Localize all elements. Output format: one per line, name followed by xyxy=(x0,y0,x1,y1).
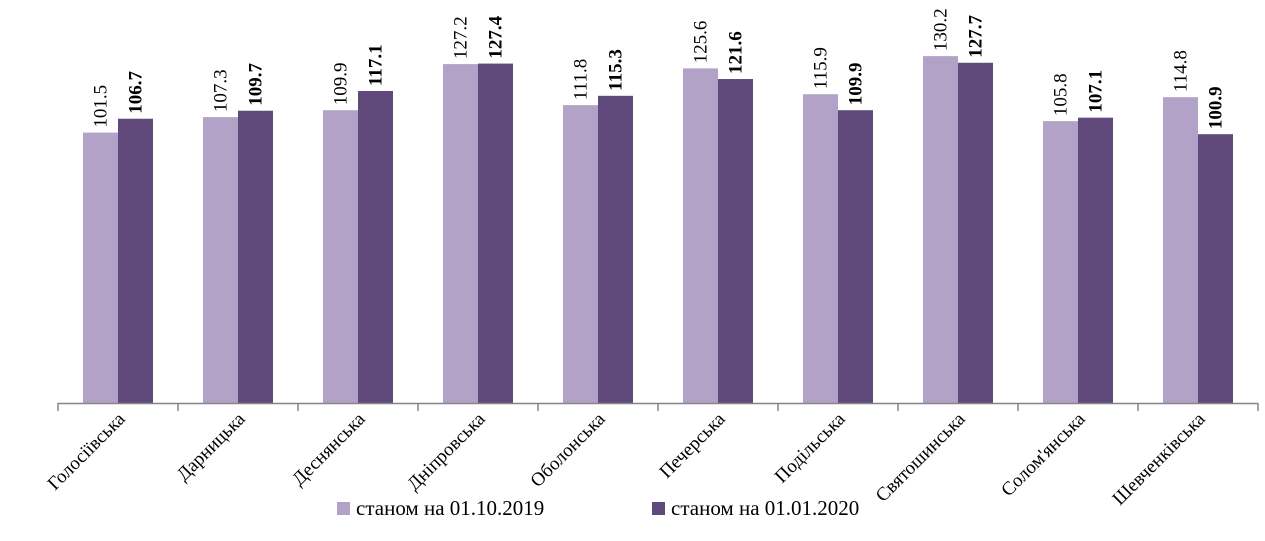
legend-label-series-2: станом на 01.01.2020 xyxy=(671,496,859,520)
value-label-series-1-6: 125.6 xyxy=(691,21,712,64)
bar-series-2-2 xyxy=(238,110,273,403)
x-tick-label-3: Деснянська xyxy=(288,408,370,490)
bar-series-2-3 xyxy=(358,91,393,403)
bar-series-1-10 xyxy=(1163,97,1198,403)
value-label-series-1-8: 130.2 xyxy=(931,8,952,51)
bar-series-1-3 xyxy=(323,110,358,403)
bar-series-1-4 xyxy=(443,64,478,403)
value-label-series-1-2: 107.3 xyxy=(211,69,232,112)
value-label-series-1-9: 105.8 xyxy=(1051,73,1072,116)
x-tick-label-10: Шевченківська xyxy=(1109,408,1210,509)
legend-label-series-1: станом на 01.10.2019 xyxy=(356,496,544,520)
x-tick-label-7: Подільська xyxy=(771,408,850,487)
bar-series-2-1 xyxy=(118,118,153,403)
bar-series-1-1 xyxy=(83,132,118,403)
legend-swatch-series-2 xyxy=(652,502,665,515)
value-label-series-1-7: 115.9 xyxy=(811,47,832,89)
bar-series-2-9 xyxy=(1078,117,1113,403)
value-label-series-2-7: 109.9 xyxy=(846,62,867,105)
x-tick-label-5: Оболонська xyxy=(527,408,610,491)
bar-series-2-5 xyxy=(598,95,633,403)
value-label-series-1-4: 127.2 xyxy=(451,16,472,59)
value-label-series-2-9: 107.1 xyxy=(1086,70,1107,113)
value-label-series-2-4: 127.4 xyxy=(486,15,507,58)
legend: станом на 01.10.2019 станом на 01.01.202… xyxy=(337,496,859,520)
x-tick-label-1: Голосіївська xyxy=(44,408,130,494)
value-label-series-2-8: 127.7 xyxy=(966,15,987,58)
value-label-series-1-3: 109.9 xyxy=(331,62,352,105)
value-label-series-2-3: 117.1 xyxy=(366,44,387,86)
x-tick-labels-group: Голосіївська Дарницька Деснянська Дніпровсь… xyxy=(44,408,1210,509)
bar-series-1-5 xyxy=(563,105,598,404)
bar-series-2-4 xyxy=(478,63,513,404)
value-label-series-2-6: 121.6 xyxy=(726,31,747,74)
value-label-series-1-5: 111.8 xyxy=(571,59,592,100)
value-label-series-1-1: 101.5 xyxy=(91,85,112,128)
bar-series-1-2 xyxy=(203,117,238,403)
bar-series-1-8 xyxy=(923,56,958,403)
x-tick-label-8: Святошинська xyxy=(872,408,970,506)
value-label-series-2-2: 109.7 xyxy=(246,62,267,105)
bar-series-1-9 xyxy=(1043,121,1078,403)
value-label-series-2-5: 115.3 xyxy=(606,49,627,91)
value-label-series-1-10: 114.8 xyxy=(1171,50,1192,92)
bar-series-1-6 xyxy=(683,68,718,404)
x-axis xyxy=(57,402,1259,411)
x-tick-label-4: Дніпровська xyxy=(403,408,490,495)
bars-group xyxy=(83,56,1233,404)
value-label-series-2-1: 106.7 xyxy=(126,70,147,113)
bar-series-2-8 xyxy=(958,62,993,403)
bar-series-2-10 xyxy=(1198,134,1233,403)
bar-series-2-7 xyxy=(838,110,873,403)
value-label-series-2-10: 100.9 xyxy=(1206,86,1227,129)
x-tick-label-6: Печерська xyxy=(656,408,730,482)
bar-series-1-7 xyxy=(803,94,838,403)
bar-series-2-6 xyxy=(718,79,753,403)
legend-swatch-series-1 xyxy=(337,502,350,515)
x-tick-label-9: Солом'янська xyxy=(997,408,1090,501)
value-labels-group: 101.5 106.7 107.3 109.7 109.9 117.1 127.2 127.4… xyxy=(91,8,1227,129)
x-tick-label-2: Дарницька xyxy=(173,408,250,485)
